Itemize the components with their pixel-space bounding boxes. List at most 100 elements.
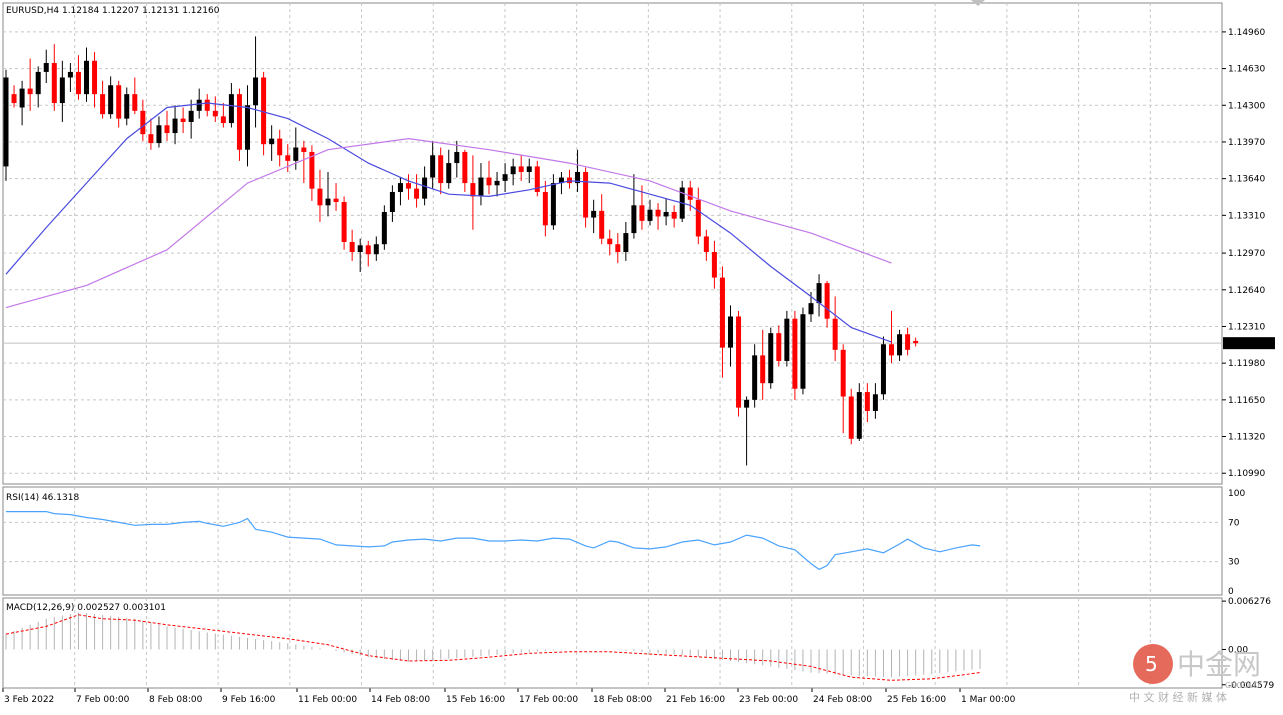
candle-body bbox=[470, 183, 476, 197]
candle-body bbox=[220, 116, 226, 124]
candle-body bbox=[261, 77, 267, 145]
time-tick-label: 18 Feb 08:00 bbox=[593, 695, 652, 705]
candle-body bbox=[639, 205, 645, 221]
candle-body bbox=[494, 180, 500, 186]
candle-body bbox=[438, 155, 444, 184]
current-price-label: 1.12160 bbox=[1228, 339, 1265, 349]
candle-body bbox=[27, 88, 33, 95]
rsi-tick-label: 70 bbox=[1228, 518, 1240, 528]
candle-body bbox=[156, 125, 162, 144]
candle-body bbox=[19, 88, 25, 108]
candle-body bbox=[816, 283, 822, 304]
candle-body bbox=[462, 151, 468, 184]
candle-body bbox=[148, 134, 154, 144]
candle-body bbox=[301, 147, 307, 152]
candle-body bbox=[164, 125, 170, 134]
time-axis: 3 Feb 2022 7 Feb 00:00 8 Feb 08:00 9 Feb 16… bbox=[2, 688, 1016, 705]
candle-body bbox=[446, 163, 452, 184]
ma-slow-line bbox=[5, 137, 892, 309]
time-tick-label: 9 Feb 16:00 bbox=[222, 695, 276, 705]
time-tick-label: 11 Feb 00:00 bbox=[298, 695, 357, 705]
candle-body bbox=[269, 138, 275, 145]
macd-tick-label: 0.00 bbox=[1228, 645, 1248, 655]
candle-body bbox=[325, 198, 331, 206]
price-tick-label: 1.14300 bbox=[1228, 101, 1265, 111]
candle-body bbox=[824, 283, 830, 319]
candle-body bbox=[245, 105, 250, 150]
candle-body bbox=[59, 77, 65, 104]
price-tick-label: 1.13640 bbox=[1228, 175, 1265, 185]
candle-body bbox=[212, 110, 218, 117]
candle-body bbox=[744, 399, 750, 408]
price-tick-label: 1.12640 bbox=[1228, 286, 1265, 296]
candle-body bbox=[583, 171, 589, 218]
candle-body bbox=[703, 236, 709, 253]
watermark-cn: 中 文 财 经 新 媒 体 bbox=[1129, 690, 1227, 704]
time-tick-label: 15 Feb 16:00 bbox=[446, 695, 505, 705]
pane-frame bbox=[2, 486, 1223, 596]
candle-body bbox=[84, 60, 89, 95]
candle-body bbox=[116, 85, 122, 119]
candle-body bbox=[542, 191, 548, 226]
price-tick-label: 1.11650 bbox=[1228, 396, 1265, 406]
candle-body bbox=[792, 318, 798, 389]
rsi-tick-label: 100 bbox=[1228, 489, 1245, 499]
candle-body bbox=[711, 252, 717, 278]
candle-body bbox=[558, 177, 564, 184]
macd-pane: 0.006276 0.00 -0.004579 bbox=[2, 597, 1274, 691]
candle-body bbox=[486, 177, 492, 186]
candle-body bbox=[623, 233, 629, 253]
pane-frame bbox=[2, 2, 1223, 485]
candle-body bbox=[607, 238, 613, 245]
candle-body bbox=[615, 244, 621, 253]
candle-body bbox=[510, 166, 516, 175]
candle-body bbox=[591, 210, 597, 218]
candle-body bbox=[341, 201, 347, 242]
candle-body bbox=[430, 155, 436, 178]
candle-body bbox=[880, 344, 886, 395]
candle-body bbox=[776, 333, 782, 361]
price-tick-label: 1.13970 bbox=[1228, 138, 1265, 148]
time-tick-label: 14 Feb 08:00 bbox=[371, 695, 430, 705]
price-tick-label: 1.10990 bbox=[1228, 469, 1265, 479]
candle-body bbox=[575, 171, 581, 184]
candle-body bbox=[647, 209, 653, 221]
price-tick-label: 1.12970 bbox=[1228, 249, 1265, 259]
candle-body bbox=[373, 244, 379, 255]
candle-body bbox=[550, 183, 556, 226]
candle-body bbox=[172, 118, 178, 134]
candle-body bbox=[864, 392, 870, 411]
candle-body bbox=[236, 94, 242, 150]
candle-body bbox=[309, 151, 315, 189]
watermark-logo: 5 中金网 CNGOLD 中 文 财 经 新 媒 体 bbox=[1129, 644, 1261, 704]
candle-body bbox=[872, 394, 878, 411]
candle-body bbox=[228, 94, 234, 124]
candle-body bbox=[397, 183, 403, 192]
candle-body bbox=[333, 198, 339, 202]
candle-body bbox=[11, 94, 17, 104]
candle-body bbox=[389, 191, 395, 212]
candle-body bbox=[293, 147, 299, 161]
candle-body bbox=[188, 110, 194, 122]
candle-body bbox=[349, 241, 355, 253]
candle-body bbox=[655, 209, 661, 217]
watermark-title: 中金网 bbox=[1177, 648, 1261, 681]
candle-body bbox=[108, 85, 114, 115]
price-tick-label: 1.12310 bbox=[1228, 322, 1265, 332]
price-chart-title: EURUSD,H4 1.12184 1.12207 1.12131 1.1216… bbox=[6, 6, 220, 16]
candle-body bbox=[695, 199, 701, 237]
svg-text:5: 5 bbox=[1145, 652, 1158, 676]
candle-body bbox=[277, 138, 283, 156]
candle-body bbox=[51, 63, 57, 104]
candle-body bbox=[687, 187, 693, 200]
shift-marker-icon[interactable] bbox=[971, 0, 985, 6]
candle-body bbox=[905, 334, 911, 350]
time-tick-label: 1 Mar 00:00 bbox=[961, 695, 1016, 705]
candle-body bbox=[132, 94, 138, 111]
candle-body bbox=[180, 118, 186, 122]
candle-body bbox=[856, 392, 862, 439]
candle-body bbox=[92, 60, 98, 95]
candle-body bbox=[760, 355, 766, 384]
macd-signal-line bbox=[5, 614, 981, 681]
candle-body bbox=[100, 94, 106, 115]
